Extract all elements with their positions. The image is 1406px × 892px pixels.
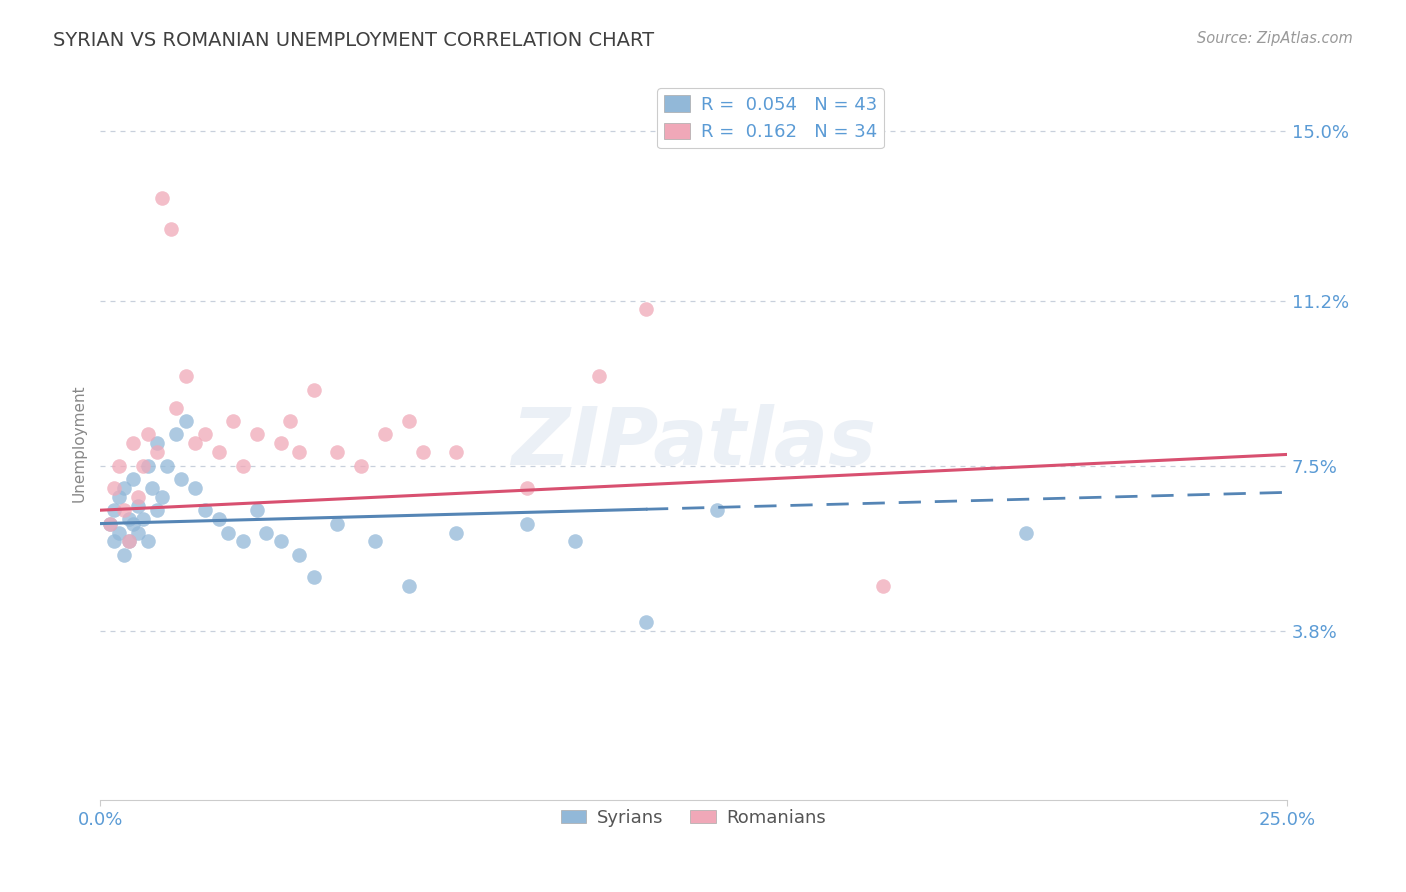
Point [103,534,125,549]
Point [634,302,657,317]
Point [103,481,125,495]
Point [706,503,728,517]
Point [127,525,149,540]
Point [146,445,169,459]
Point [122,472,145,486]
Point [103,503,125,517]
Point [444,445,467,459]
Point [108,490,131,504]
Point [208,445,231,459]
Point [112,548,135,562]
Point [872,579,894,593]
Point [374,427,396,442]
Point [254,525,277,540]
Legend: Syrians, Romanians: Syrians, Romanians [554,802,834,834]
Point [98,516,121,531]
Point [208,512,231,526]
Point [270,534,292,549]
Point [150,490,173,504]
Text: SYRIAN VS ROMANIAN UNEMPLOYMENT CORRELATION CHART: SYRIAN VS ROMANIAN UNEMPLOYMENT CORRELAT… [53,31,655,50]
Point [174,369,197,384]
Point [302,383,325,397]
Point [136,427,159,442]
Point [141,481,163,495]
Point [398,579,420,593]
Point [122,436,145,450]
Point [270,436,292,450]
Text: Source: ZipAtlas.com: Source: ZipAtlas.com [1197,31,1353,46]
Point [1015,525,1038,540]
Point [117,512,139,526]
Point [193,503,215,517]
Point [165,401,187,415]
Point [155,458,177,473]
Point [132,512,155,526]
Point [231,458,253,473]
Point [634,615,657,629]
Point [364,534,387,549]
Point [246,427,269,442]
Point [122,516,145,531]
Point [444,525,467,540]
Point [136,458,159,473]
Point [326,516,349,531]
Point [117,534,139,549]
Point [398,414,420,428]
Point [217,525,239,540]
Point [112,481,135,495]
Point [184,436,207,450]
Point [350,458,373,473]
Point [588,369,610,384]
Point [170,472,193,486]
Point [108,525,131,540]
Point [516,516,538,531]
Point [136,534,159,549]
Point [564,534,586,549]
Point [278,414,301,428]
Point [132,458,155,473]
Point [222,414,245,428]
Point [193,427,215,442]
Point [160,222,183,236]
Point [127,499,149,513]
Y-axis label: Unemployment: Unemployment [72,384,86,502]
Point [150,191,173,205]
Point [326,445,349,459]
Point [127,490,149,504]
Point [98,516,121,531]
Point [112,503,135,517]
Point [288,445,311,459]
Point [246,503,269,517]
Point [231,534,253,549]
Point [412,445,434,459]
Point [174,414,197,428]
Point [184,481,207,495]
Text: ZIPatlas: ZIPatlas [510,404,876,483]
Point [146,503,169,517]
Point [302,570,325,584]
Point [108,458,131,473]
Point [165,427,187,442]
Point [117,534,139,549]
Point [288,548,311,562]
Point [516,481,538,495]
Point [146,436,169,450]
